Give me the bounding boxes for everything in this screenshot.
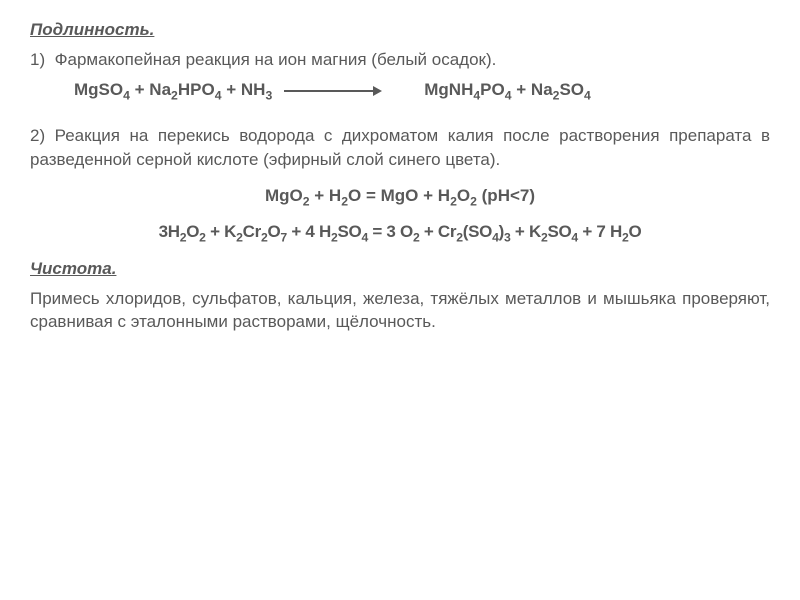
item2-block: 2) Реакция на перекись водорода с дихром… [30, 124, 770, 172]
item1-number: 1) [30, 50, 45, 69]
reaction2: MgO2 + H2O = MgO + H2O2 (pH<7) [30, 186, 770, 208]
authenticity-header: Подлинность. [30, 20, 770, 40]
item1-line: 1) Фармакопейная реакция на ион магния (… [30, 48, 770, 72]
purity-header: Чистота. [30, 259, 770, 279]
item1-text: Фармакопейная реакция на ион магния (бел… [55, 50, 497, 69]
item2-text: Реакция на перекись водорода с дихромато… [30, 126, 770, 169]
reaction3: 3H2O2 + K2Cr2O7 + 4 H2SO4 = 3 O2 + Cr2(S… [30, 222, 770, 244]
item2-number: 2) [30, 126, 45, 145]
reaction-arrow-icon [284, 80, 382, 100]
purity-text: Примесь хлоридов, сульфатов, кальция, же… [30, 287, 770, 335]
reaction1: MgSO4 + Na2HPO4 + NH3MgNH4PO4 + Na2SO4 [30, 80, 770, 102]
